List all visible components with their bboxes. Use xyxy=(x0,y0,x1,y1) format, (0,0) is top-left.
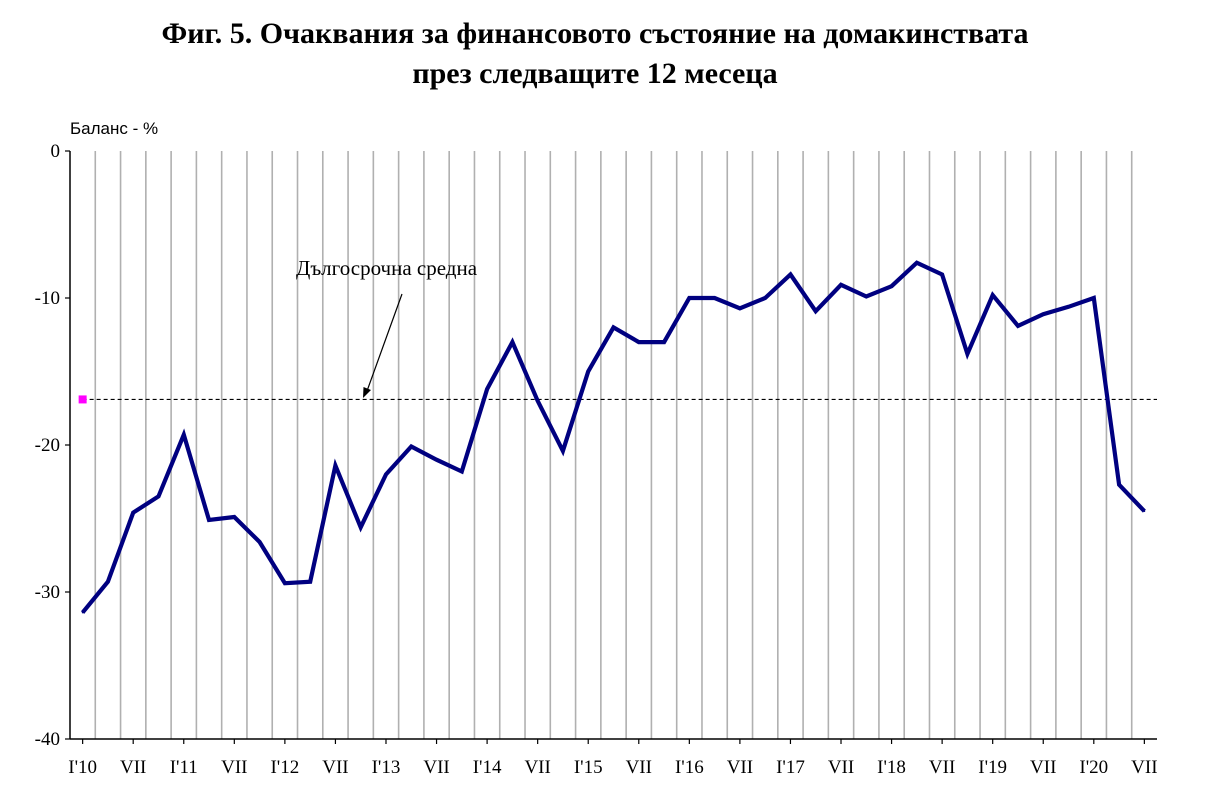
data-point xyxy=(1067,306,1070,308)
data-point xyxy=(890,285,893,288)
x-tick-label: I'13 xyxy=(372,757,401,778)
data-point xyxy=(941,273,943,276)
data-point xyxy=(739,307,741,310)
x-tick-label: I'18 xyxy=(877,757,906,778)
x-tick-label: VII xyxy=(120,757,146,778)
data-point xyxy=(612,326,615,329)
data-point xyxy=(840,284,842,286)
data-point xyxy=(233,516,236,518)
data-point xyxy=(814,310,817,313)
data-point xyxy=(385,473,387,476)
chart-title: Фиг. 5. Очаквания за финансовото състоян… xyxy=(0,14,1190,94)
x-axis-ticks: I'10 VII I'11 VII I'12 VII I'13 VII I'14 VII I'15 V… xyxy=(68,739,1158,778)
annotation-arrow-line xyxy=(366,293,403,392)
data-point xyxy=(183,433,185,436)
data-point xyxy=(764,297,766,299)
data-point xyxy=(208,519,210,521)
data-point xyxy=(1017,325,1019,327)
x-tick-label: I'14 xyxy=(473,757,502,778)
y-tick-label: -40 xyxy=(35,729,60,750)
x-tick-label: VII xyxy=(727,757,753,778)
x-tick-label: VII xyxy=(322,757,348,778)
y-axis-ticks: 0 -10 -20 -30 -40 xyxy=(35,141,70,750)
x-tick-label: VII xyxy=(1131,757,1157,778)
data-point xyxy=(284,582,286,584)
x-tick-label: I'16 xyxy=(675,757,704,778)
vertical-gridlines xyxy=(94,151,1133,739)
series-line-1 xyxy=(80,260,1146,614)
annotation-arrow-head xyxy=(363,387,371,398)
x-tick-label: I'10 xyxy=(68,757,97,778)
data-point xyxy=(132,511,134,514)
x-tick-label: VII xyxy=(524,757,550,778)
x-tick-label: I'15 xyxy=(574,757,603,778)
y-tick-label: -10 xyxy=(35,288,60,309)
x-tick-label: I'17 xyxy=(776,757,805,778)
data-point xyxy=(486,388,488,390)
data-point xyxy=(157,495,160,498)
data-point xyxy=(562,450,564,452)
data-point xyxy=(410,445,413,448)
data-point xyxy=(359,526,362,529)
data-point xyxy=(435,458,438,461)
data-point xyxy=(334,464,337,467)
x-tick-label: VII xyxy=(1030,757,1056,778)
y-axis-label: Баланс - % xyxy=(70,119,158,138)
x-tick-label: VII xyxy=(626,757,652,778)
data-point xyxy=(461,470,463,473)
data-point xyxy=(638,341,640,343)
chart-title-line-2: през следващите 12 месеца xyxy=(412,57,778,90)
data-point xyxy=(309,580,312,583)
data-point xyxy=(587,370,589,373)
data-point xyxy=(688,297,691,299)
data-point xyxy=(916,261,918,264)
data-point xyxy=(991,294,994,296)
data-point xyxy=(511,341,514,343)
series-line xyxy=(80,260,1146,614)
data-point xyxy=(789,273,792,276)
long-term-average: Дългосрочна средна xyxy=(78,256,1157,404)
data-point xyxy=(663,341,665,343)
data-point xyxy=(1118,483,1120,486)
data-point xyxy=(966,353,969,355)
average-annotation-label: Дългосрочна средна xyxy=(296,256,478,280)
data-point xyxy=(865,295,868,298)
chart-title-line-1: Фиг. 5. Очаквания за финансовото състоян… xyxy=(161,17,1029,50)
x-tick-label: I'20 xyxy=(1079,757,1108,778)
x-tick-label: I'12 xyxy=(270,757,299,778)
data-point xyxy=(1093,297,1095,299)
y-tick-label: 0 xyxy=(51,141,61,162)
data-point xyxy=(258,541,261,543)
x-tick-label: I'11 xyxy=(170,757,198,778)
x-tick-label: I'19 xyxy=(978,757,1007,778)
data-point xyxy=(81,611,84,614)
data-point xyxy=(713,297,716,299)
y-tick-label: -30 xyxy=(35,582,60,603)
y-tick-label: -20 xyxy=(35,435,60,456)
data-point xyxy=(1042,313,1044,316)
data-point xyxy=(1143,510,1146,512)
x-tick-label: VII xyxy=(423,757,449,778)
data-point xyxy=(536,400,539,402)
average-marker xyxy=(78,395,87,404)
data-point xyxy=(107,580,109,583)
x-tick-label: VII xyxy=(929,757,955,778)
x-tick-label: VII xyxy=(221,757,247,778)
x-tick-label: VII xyxy=(828,757,854,778)
axes xyxy=(69,151,1157,740)
